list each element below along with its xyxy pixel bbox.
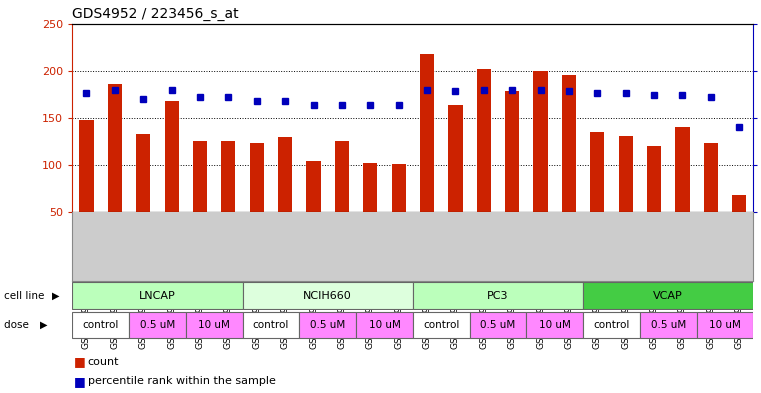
Bar [307,161,320,259]
Text: 10 uM: 10 uM [709,320,741,330]
Text: 0.5 uM: 0.5 uM [651,320,686,330]
Text: ■: ■ [74,355,85,368]
Bar [619,136,633,259]
Bar [640,312,696,338]
Bar [696,312,753,338]
Bar [505,92,519,259]
Bar [79,120,94,259]
Bar [108,84,122,259]
Bar [583,283,753,309]
Text: ▶: ▶ [40,320,48,330]
Text: 10 uM: 10 uM [368,320,400,330]
Bar [470,312,527,338]
Bar [591,132,604,259]
Text: control: control [594,320,629,330]
Bar [193,141,207,259]
Text: control: control [423,320,460,330]
Bar [476,69,491,259]
Bar [675,127,689,259]
Bar [299,312,356,338]
Text: count: count [88,356,119,367]
Bar [583,312,640,338]
Text: 10 uM: 10 uM [539,320,571,330]
Bar [72,283,243,309]
Text: VCAP: VCAP [654,291,683,301]
Text: cell line: cell line [4,291,47,301]
Bar [533,71,548,259]
Text: 0.5 uM: 0.5 uM [140,320,175,330]
Bar [221,141,235,259]
Text: ▶: ▶ [52,291,59,301]
Bar [72,312,129,338]
Bar [129,312,186,338]
Text: NCIH660: NCIH660 [304,291,352,301]
Bar [413,283,583,309]
Bar [392,164,406,259]
Text: 0.5 uM: 0.5 uM [310,320,345,330]
Bar [335,141,349,259]
Text: control: control [253,320,289,330]
Bar [732,195,747,259]
Text: PC3: PC3 [487,291,509,301]
Text: GDS4952 / 223456_s_at: GDS4952 / 223456_s_at [72,7,239,21]
Bar [243,283,413,309]
Text: control: control [82,320,119,330]
Bar [527,312,583,338]
Text: percentile rank within the sample: percentile rank within the sample [88,376,275,386]
Bar [413,312,470,338]
Bar [250,143,264,259]
Bar [448,105,463,259]
Text: 10 uM: 10 uM [199,320,230,330]
Text: dose: dose [4,320,32,330]
Bar [164,101,179,259]
Bar [363,163,377,259]
Bar [704,143,718,259]
Bar [562,75,576,259]
Bar [356,312,413,338]
Text: ■: ■ [74,375,85,388]
Bar [420,54,434,259]
Bar [186,312,243,338]
Bar [136,134,151,259]
Text: LNCAP: LNCAP [139,291,176,301]
Bar [278,137,292,259]
Text: 0.5 uM: 0.5 uM [480,320,516,330]
Bar [243,312,299,338]
Bar [647,146,661,259]
